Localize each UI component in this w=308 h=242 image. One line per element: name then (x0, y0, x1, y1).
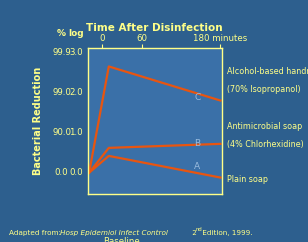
Text: (70% Isopropanol): (70% Isopropanol) (227, 84, 301, 94)
Text: %: % (57, 29, 66, 38)
Text: log: log (68, 29, 83, 38)
Text: Plain soap: Plain soap (227, 174, 268, 184)
Text: Hosp Epidemiol Infect Control: Hosp Epidemiol Infect Control (60, 230, 168, 236)
Text: Alcohol-based handrub: Alcohol-based handrub (227, 67, 308, 76)
Text: 99.9: 99.9 (52, 48, 71, 57)
Text: 2: 2 (190, 230, 197, 236)
Text: 90.0: 90.0 (52, 128, 71, 137)
Text: 3.0: 3.0 (69, 48, 83, 57)
Text: 0.0: 0.0 (55, 168, 68, 177)
Text: C: C (194, 93, 201, 102)
Text: B: B (194, 139, 200, 148)
Text: nd: nd (195, 227, 202, 232)
X-axis label: Time After Disinfection: Time After Disinfection (87, 23, 223, 33)
Text: Adapted from:: Adapted from: (9, 230, 63, 236)
Text: 99.0: 99.0 (52, 88, 71, 97)
Text: Baseline: Baseline (103, 237, 140, 242)
Text: 1.0: 1.0 (69, 128, 83, 137)
Text: Edition, 1999.: Edition, 1999. (200, 230, 253, 236)
Text: 0.0: 0.0 (69, 168, 83, 177)
Text: 2.0: 2.0 (69, 88, 83, 97)
Text: (4% Chlorhexidine): (4% Chlorhexidine) (227, 140, 304, 149)
Text: A: A (194, 162, 200, 171)
Text: Antimicrobial soap: Antimicrobial soap (227, 122, 302, 131)
Text: Bacterial Reduction: Bacterial Reduction (33, 67, 43, 175)
